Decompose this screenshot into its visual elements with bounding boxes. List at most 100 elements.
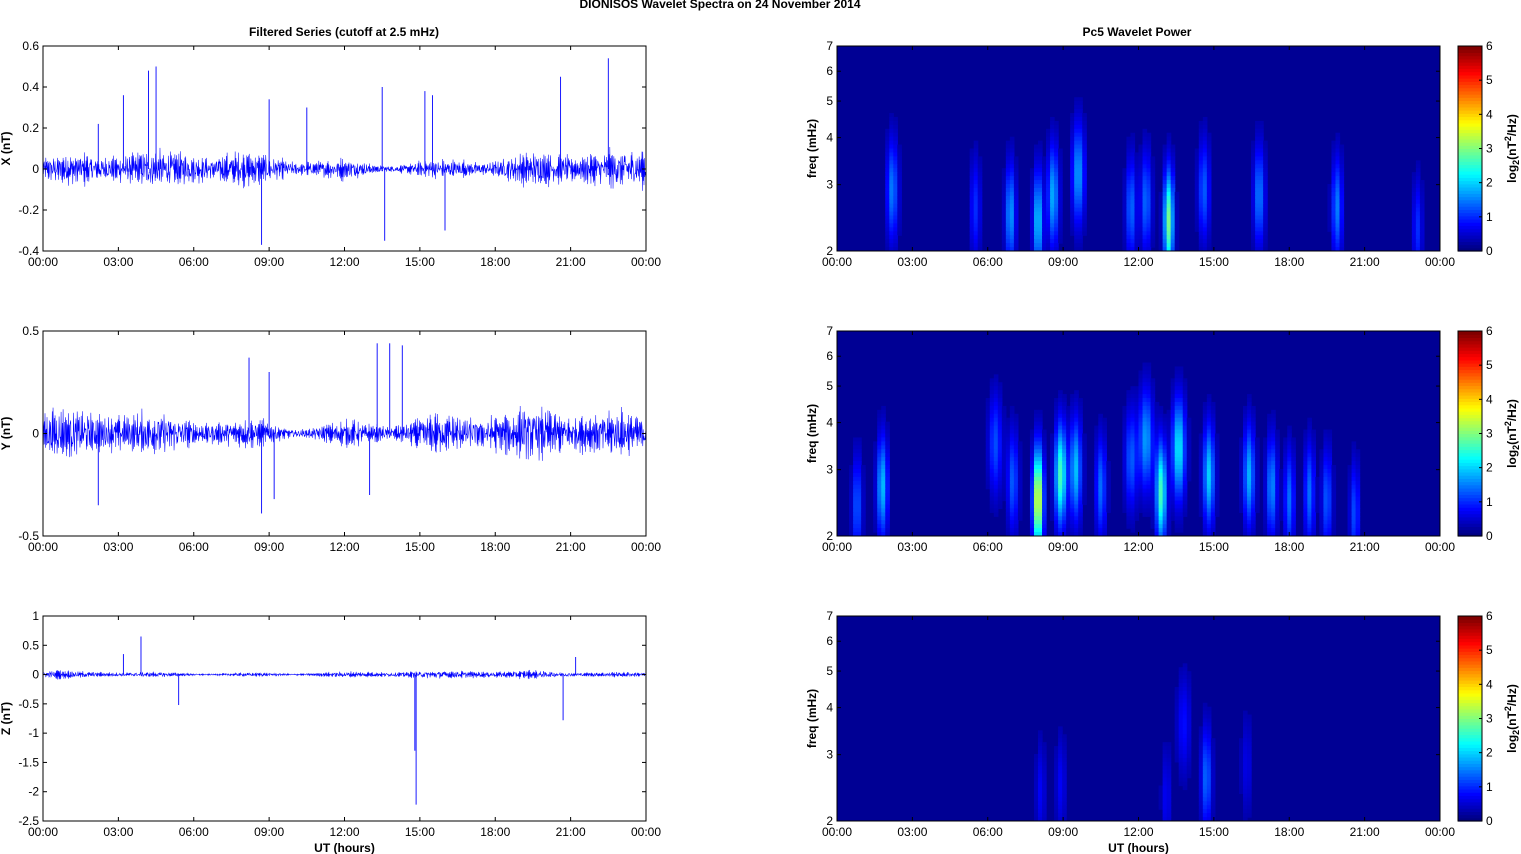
heatmap-cell <box>1038 520 1043 525</box>
heatmap-cell <box>1202 480 1208 486</box>
heatmap-cell <box>1130 148 1136 154</box>
heatmap-cell <box>1202 520 1208 525</box>
colorbar-swatch <box>1458 62 1482 66</box>
heatmap-cell <box>1339 191 1345 197</box>
heatmap-cell <box>1050 215 1055 221</box>
heatmap-cell <box>1082 441 1087 446</box>
heatmap-cell <box>969 195 975 201</box>
heatmap-cell <box>1009 468 1015 474</box>
heatmap-cell <box>893 160 898 165</box>
colorbar-swatch <box>1458 199 1482 204</box>
heatmap-cell <box>1138 180 1144 185</box>
heatmap-cell <box>1038 809 1043 814</box>
heatmap-cell <box>1311 520 1316 525</box>
colorbar-swatch <box>1458 760 1482 764</box>
heatmap-cell <box>1001 219 1007 225</box>
heatmap-cell <box>1058 191 1063 197</box>
heatmap-cell <box>1202 187 1208 193</box>
heatmap-cell <box>1335 215 1341 221</box>
heatmap-cell <box>1419 227 1425 232</box>
heatmap-cell <box>1038 164 1043 169</box>
heatmap-cell <box>1138 219 1144 225</box>
heatmap-cell <box>1042 215 1047 221</box>
heatmap-cell <box>1162 235 1168 240</box>
heatmap-cell <box>1062 417 1067 423</box>
heatmap-cell <box>1170 386 1176 391</box>
colorbar-tick-label: 2 <box>1486 746 1493 760</box>
heatmap-cell <box>1158 247 1164 251</box>
heatmap-cell <box>1331 203 1337 209</box>
heatmap-cell <box>1013 461 1019 466</box>
heatmap-cell <box>1098 425 1103 431</box>
heatmap-cell <box>1287 480 1292 486</box>
heatmap-cell <box>1166 231 1172 236</box>
heatmap-cell <box>1130 472 1136 478</box>
heatmap-cell <box>881 472 886 478</box>
heatmap-cell <box>993 394 999 399</box>
heatmap-cell <box>989 449 995 454</box>
heatmap-cell <box>1126 187 1132 193</box>
heatmap-cell <box>1259 172 1264 177</box>
heatmap-cell <box>1062 488 1067 494</box>
heatmap-cell <box>1162 199 1168 205</box>
heatmap-cell <box>1206 781 1212 787</box>
heatmap-cell <box>861 468 866 474</box>
heatmap-cell <box>1078 235 1083 240</box>
heatmap-cell <box>1182 484 1188 490</box>
heatmap-cell <box>1146 512 1152 517</box>
heatmap-cell <box>1074 409 1079 415</box>
heatmap-cell <box>1166 746 1172 751</box>
heatmap-cell <box>1331 183 1337 189</box>
heatmap-cell <box>1174 207 1180 213</box>
colorbar-tick-label: 2 <box>1486 176 1493 190</box>
heatmap-cell <box>1210 516 1216 521</box>
heatmap-cell <box>977 227 983 232</box>
heatmap-cell <box>1166 769 1172 775</box>
heatmap-cell <box>1142 429 1148 435</box>
heatmap-cell <box>1291 528 1296 533</box>
heatmap-cell <box>1162 413 1168 419</box>
heatmap-cell <box>1138 235 1144 240</box>
heatmap-cell <box>1319 476 1325 482</box>
heatmap-cell <box>1130 476 1136 482</box>
heatmap-cell <box>1174 516 1180 521</box>
heatmap-cell <box>1005 484 1011 490</box>
heatmap-cell <box>885 445 890 450</box>
heatmap-cell <box>1206 187 1212 193</box>
x-tick-label: 00:00 <box>631 255 661 269</box>
heatmap-cell <box>1001 437 1007 442</box>
heatmap-cell <box>1013 199 1019 205</box>
heatmap-cell <box>1146 140 1152 146</box>
heatmap-cell <box>1102 449 1107 454</box>
heatmap-cell <box>1042 160 1047 165</box>
heatmap-cell <box>1206 769 1212 775</box>
heatmap-cell <box>1243 457 1248 462</box>
heatmap-cell <box>1255 168 1260 173</box>
heatmap-cell <box>1146 144 1152 150</box>
heatmap-cell <box>1066 417 1071 423</box>
data-series-line <box>42 669 647 680</box>
heatmap-cell <box>1058 219 1063 225</box>
heatmap-cell <box>1251 417 1256 423</box>
heatmap-cell <box>1050 148 1055 154</box>
heatmap-cell <box>1122 183 1128 189</box>
heatmap-cell <box>1303 465 1308 470</box>
heatmap-cell <box>989 413 995 419</box>
heatmap-cell <box>1319 500 1325 506</box>
heatmap-cell <box>997 417 1003 423</box>
heatmap-cell <box>1267 484 1272 490</box>
heatmap-cell <box>1013 453 1019 458</box>
heatmap-cell <box>1174 243 1180 248</box>
heatmap-cell <box>1202 203 1208 209</box>
heatmap-cell <box>1355 457 1361 462</box>
heatmap-cell <box>1142 405 1148 411</box>
heatmap-cell <box>857 468 862 474</box>
heatmap-cell <box>1182 465 1188 470</box>
heatmap-cell <box>1263 223 1268 228</box>
heatmap-cell <box>1210 524 1216 529</box>
heatmap-cell <box>1210 429 1216 435</box>
heatmap-cell <box>1162 516 1168 521</box>
heatmap-cell <box>1033 753 1039 759</box>
heatmap-cell <box>889 124 894 130</box>
heatmap-cell <box>1150 199 1156 205</box>
